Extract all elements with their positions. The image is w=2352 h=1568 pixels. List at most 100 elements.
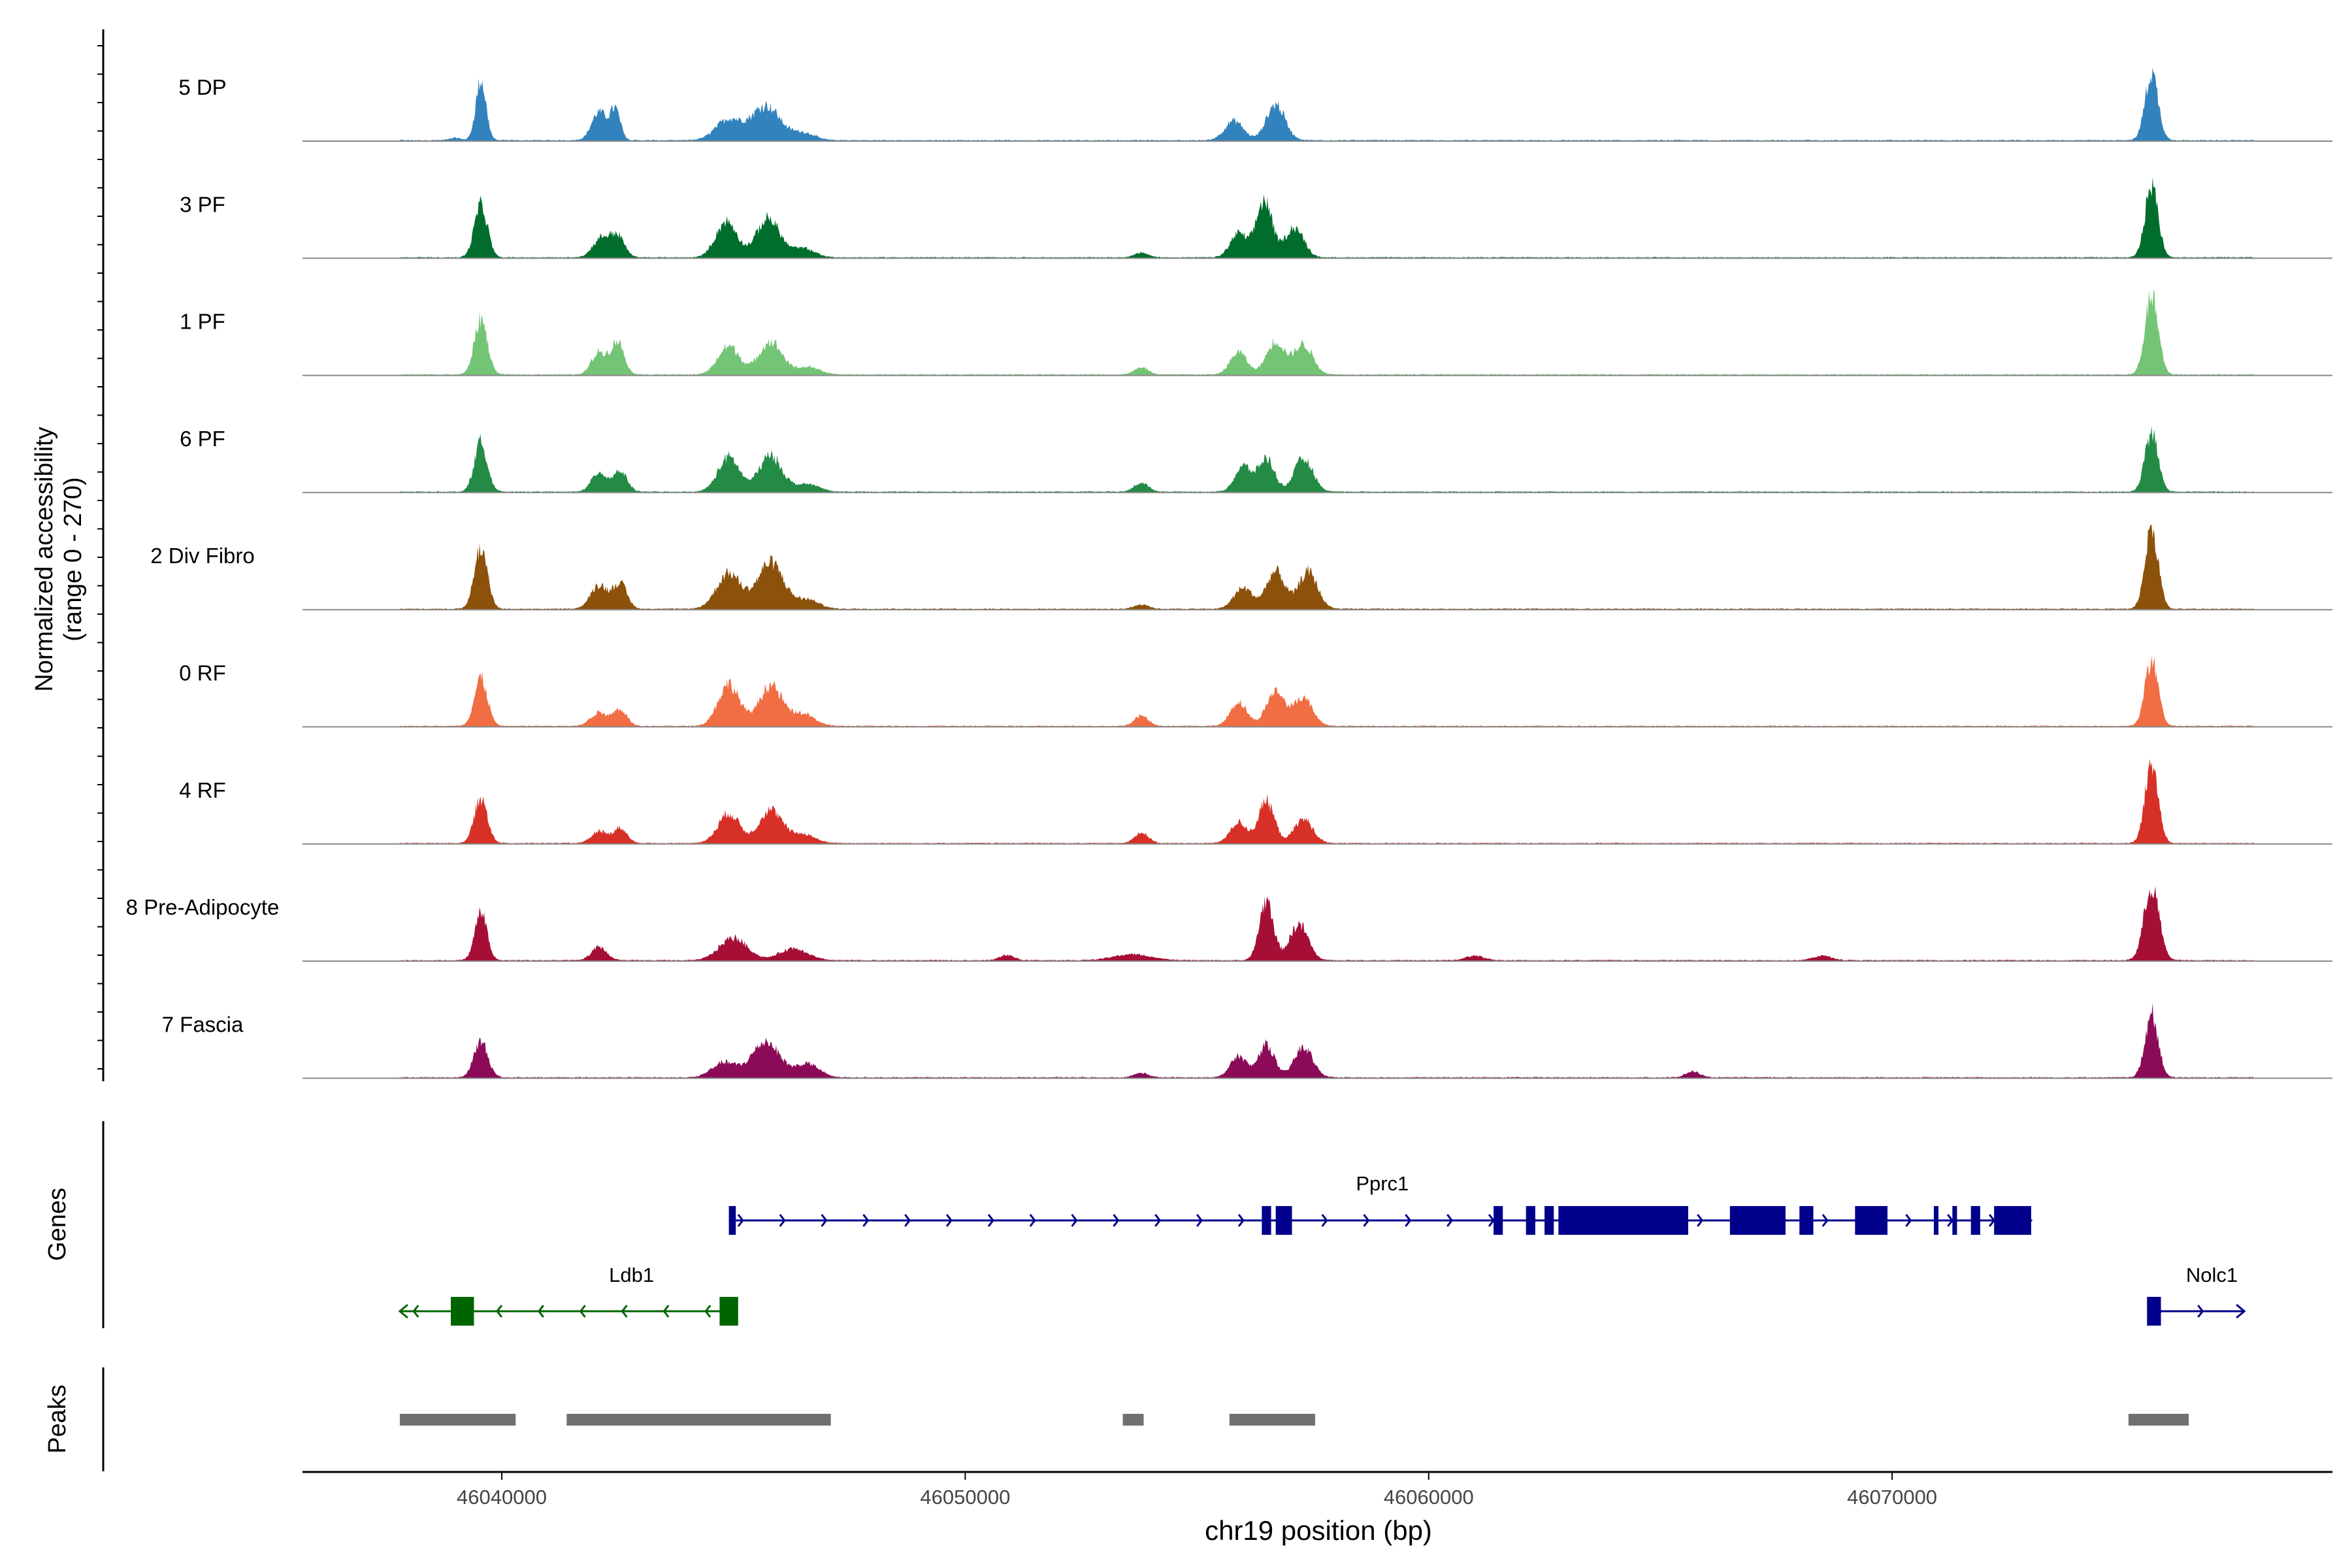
strand-arrow-left-icon — [579, 1305, 586, 1318]
strand-arrow-right-icon — [987, 1214, 994, 1227]
x-axis: 46040000 46050000 46060000 46070000 — [302, 1471, 2332, 1509]
y-axis-title: Normalized accessibility — [31, 427, 58, 691]
x-tick-label: 46050000 — [920, 1486, 1010, 1509]
strand-arrow-right-icon — [821, 1214, 828, 1227]
track-label: 2 Div Fibro — [150, 544, 255, 568]
strand-arrow-right-icon — [1196, 1214, 1203, 1227]
gene-label: Pprc1 — [1356, 1172, 1409, 1195]
strand-arrow-right-icon — [862, 1214, 870, 1227]
gene-end-arrow-icon — [2236, 1303, 2246, 1319]
gene-label: Ldb1 — [609, 1264, 654, 1286]
strand-arrow-right-icon — [1113, 1214, 1120, 1227]
strand-arrow-right-icon — [945, 1214, 953, 1227]
genes-panel: Pprc1 Ldb1 Nolc1 — [398, 1172, 2246, 1326]
track-6-pf: 6 PF — [180, 425, 2332, 493]
exon — [1952, 1206, 1957, 1235]
strand-arrow-left-icon — [537, 1305, 544, 1318]
coverage-area — [400, 177, 2254, 259]
x-tick-label: 46070000 — [1847, 1486, 1937, 1509]
strand-arrow-left-icon — [496, 1305, 503, 1318]
strand-arrow-left-icon — [412, 1305, 419, 1318]
track-4-rf: 4 RF — [179, 759, 2332, 845]
strand-arrow-right-icon — [1405, 1214, 1412, 1227]
exon — [1933, 1206, 1939, 1235]
coverage-area — [400, 290, 2254, 376]
exon — [1544, 1206, 1554, 1235]
track-label: 1 PF — [180, 310, 225, 334]
coverage-area — [400, 425, 2254, 493]
coverage-tracks: 5 DP 3 PF 1 PF 6 PF 2 Div Fibro 0 RF 4 RF 8 Pre… — [126, 67, 2332, 1079]
strand-arrow-right-icon — [904, 1214, 911, 1227]
exon — [1558, 1206, 1688, 1235]
exon — [728, 1206, 736, 1235]
gene-pprc1: Pprc1 — [728, 1172, 2033, 1235]
exon — [1262, 1206, 1271, 1235]
track-5-dp: 5 DP — [178, 67, 2332, 142]
strand-arrow-right-icon — [1697, 1214, 1704, 1227]
strand-arrow-right-icon — [1071, 1214, 1078, 1227]
track-1-pf: 1 PF — [180, 290, 2332, 376]
track-7-fascia: 7 Fascia — [162, 1003, 2332, 1079]
track-label: 7 Fascia — [162, 1012, 244, 1036]
exon — [1799, 1206, 1814, 1235]
exon — [1729, 1206, 1786, 1235]
track-label: 4 RF — [179, 778, 226, 802]
exon — [1494, 1206, 1503, 1235]
exon — [450, 1297, 474, 1326]
strand-arrow-right-icon — [1237, 1214, 1245, 1227]
x-tick-label: 46040000 — [457, 1486, 547, 1509]
strand-arrow-right-icon — [779, 1214, 786, 1227]
exon — [1970, 1206, 1980, 1235]
strand-arrow-right-icon — [1321, 1214, 1328, 1227]
track-label: 3 PF — [180, 192, 225, 216]
strand-arrow-right-icon — [1029, 1214, 1036, 1227]
peak-region — [1122, 1414, 1144, 1426]
strand-arrow-right-icon — [1363, 1214, 1370, 1227]
track-0-rf: 0 RF — [179, 655, 2332, 728]
strand-arrow-right-icon — [1446, 1214, 1454, 1227]
coverage-area — [400, 1003, 2254, 1079]
strand-arrow-left-icon — [662, 1305, 670, 1318]
strand-arrow-right-icon — [737, 1214, 744, 1227]
gene-ldb1: Ldb1 — [398, 1264, 738, 1326]
track-8-pre-adipocyte: 8 Pre-Adipocyte — [126, 886, 2332, 962]
exon — [1275, 1206, 1292, 1235]
track-label: 6 PF — [180, 427, 225, 451]
genes-axis-title: Genes — [44, 1188, 71, 1261]
peaks-axis-title: Peaks — [44, 1384, 71, 1454]
peaks-panel — [399, 1414, 2189, 1426]
coverage-area — [400, 759, 2254, 844]
strand-arrow-left-icon — [621, 1305, 628, 1318]
x-tick-label: 46060000 — [1384, 1486, 1474, 1509]
strand-arrow-right-icon — [1154, 1214, 1162, 1227]
exon — [1855, 1206, 1888, 1235]
strand-arrow-right-icon — [1821, 1214, 1829, 1227]
peak-region — [566, 1414, 831, 1426]
exon — [719, 1297, 738, 1326]
exon — [1994, 1206, 2031, 1235]
track-2-div-fibro: 2 Div Fibro — [150, 525, 2332, 611]
y-axis-range: (range 0 - 270) — [59, 477, 87, 641]
track-label: 8 Pre-Adipocyte — [126, 895, 280, 919]
coverage-area — [400, 67, 2254, 141]
strand-arrow-right-icon — [2197, 1305, 2204, 1318]
y-axis — [97, 29, 105, 1081]
strand-arrow-right-icon — [1905, 1214, 1912, 1227]
peak-region — [2128, 1414, 2189, 1426]
peak-region — [399, 1414, 516, 1426]
gene-end-arrow-icon — [398, 1303, 408, 1319]
gene-nolc1: Nolc1 — [2147, 1264, 2246, 1326]
gene-label: Nolc1 — [2186, 1264, 2238, 1286]
track-label: 0 RF — [179, 661, 226, 685]
track-label: 5 DP — [178, 75, 226, 99]
peak-region — [1229, 1414, 1315, 1426]
track-3-pf: 3 PF — [180, 177, 2332, 259]
coverage-area — [400, 655, 2254, 727]
exon — [2147, 1297, 2161, 1326]
coverage-area — [400, 525, 2254, 610]
x-axis-title: chr19 position (bp) — [1205, 1515, 1432, 1546]
exon — [1526, 1206, 1535, 1235]
coverage-area — [400, 886, 2254, 962]
strand-arrow-left-icon — [704, 1305, 711, 1318]
